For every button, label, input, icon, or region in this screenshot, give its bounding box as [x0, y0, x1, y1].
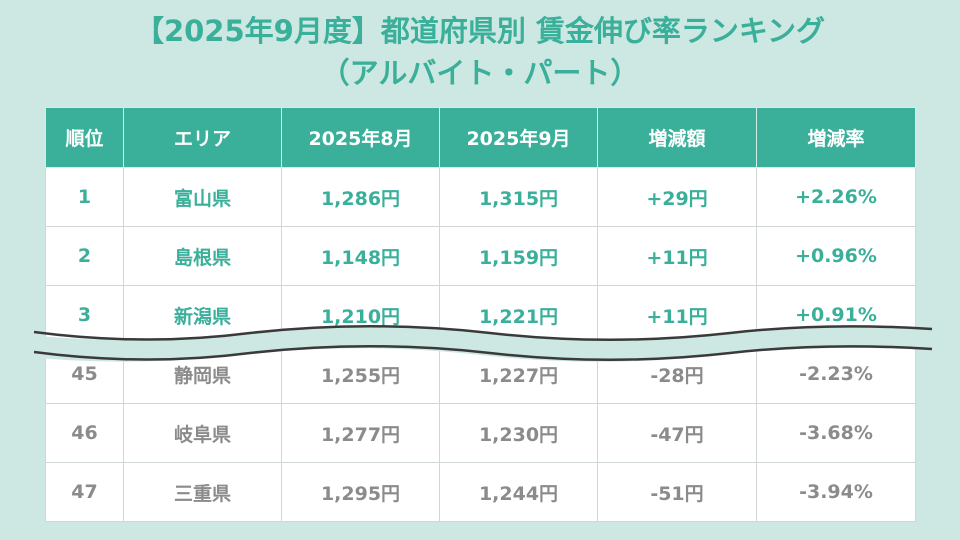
table-row: 2 島根県 1,148円 1,159円 +11円 +0.96%	[45, 226, 916, 286]
header-change-amount: 増減額	[597, 107, 757, 168]
cell-aug: 1,277円	[281, 403, 440, 463]
cell-rank: 46	[45, 403, 124, 463]
cell-change-rate: -3.68%	[756, 403, 916, 463]
cell-area: 富山県	[123, 167, 282, 227]
cell-sep: 1,230円	[439, 403, 598, 463]
cell-aug: 1,286円	[281, 167, 440, 227]
cell-rank: 47	[45, 462, 124, 522]
cell-area: 島根県	[123, 226, 282, 286]
header-change-rate: 増減率	[756, 107, 916, 168]
table-row: 47 三重県 1,295円 1,244円 -51円 -3.94%	[45, 462, 916, 522]
cell-aug: 1,148円	[281, 226, 440, 286]
cell-aug: 1,295円	[281, 462, 440, 522]
cell-sep: 1,244円	[439, 462, 598, 522]
wave-line-upper	[33, 325, 933, 341]
table-header-row: 順位 エリア 2025年8月 2025年9月 増減額 増減率	[45, 107, 916, 168]
header-rank: 順位	[45, 107, 124, 168]
cell-area: 三重県	[123, 462, 282, 522]
header-sep: 2025年9月	[439, 107, 598, 168]
title-line-1: 【2025年9月度】都道府県別 賃金伸び率ランキング	[134, 14, 826, 48]
title-line-2: （アルバイト・パート）	[320, 56, 640, 90]
cell-rank: 1	[45, 167, 124, 227]
table-row: 1 富山県 1,286円 1,315円 +29円 +2.26%	[45, 167, 916, 227]
omission-wave-break	[0, 325, 960, 362]
cell-sep: 1,315円	[439, 167, 598, 227]
ranking-table: 順位 エリア 2025年8月 2025年9月 増減額 増減率 1 富山県 1,2…	[45, 107, 916, 522]
header-area: エリア	[123, 107, 282, 168]
cell-change-rate: -2.23%	[756, 344, 916, 404]
cell-change-rate: -3.94%	[756, 462, 916, 522]
cell-change-amount: +29円	[597, 167, 757, 227]
cell-aug: 1,255円	[281, 344, 440, 404]
cell-change-amount: -47円	[597, 403, 757, 463]
cell-change-rate: +0.96%	[756, 226, 916, 286]
cell-change-amount: -51円	[597, 462, 757, 522]
wave-line-lower	[33, 345, 933, 361]
cell-sep: 1,159円	[439, 226, 598, 286]
cell-area: 岐阜県	[123, 403, 282, 463]
cell-rank: 2	[45, 226, 124, 286]
cell-change-rate: +2.26%	[756, 167, 916, 227]
page-title: 【2025年9月度】都道府県別 賃金伸び率ランキング （アルバイト・パート）	[0, 10, 960, 94]
header-aug: 2025年8月	[281, 107, 440, 168]
table-row: 46 岐阜県 1,277円 1,230円 -47円 -3.68%	[45, 403, 916, 463]
cell-change-amount: +11円	[597, 226, 757, 286]
